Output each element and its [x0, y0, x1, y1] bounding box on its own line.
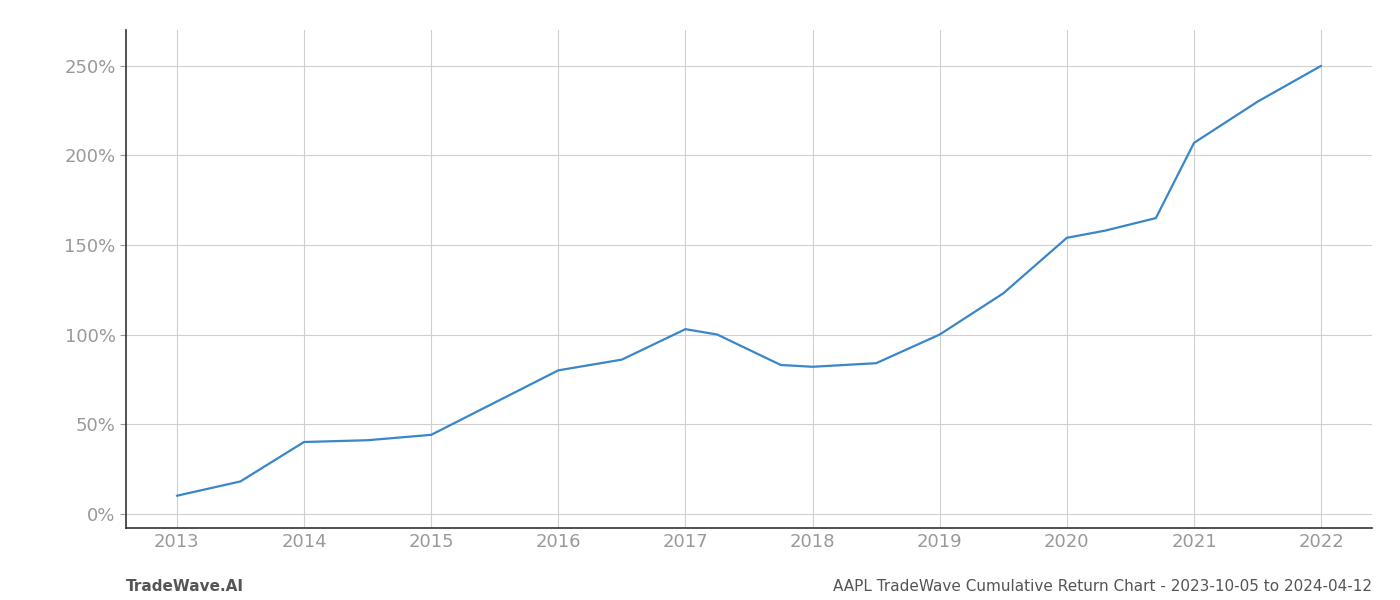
Text: TradeWave.AI: TradeWave.AI	[126, 579, 244, 594]
Text: AAPL TradeWave Cumulative Return Chart - 2023-10-05 to 2024-04-12: AAPL TradeWave Cumulative Return Chart -…	[833, 579, 1372, 594]
